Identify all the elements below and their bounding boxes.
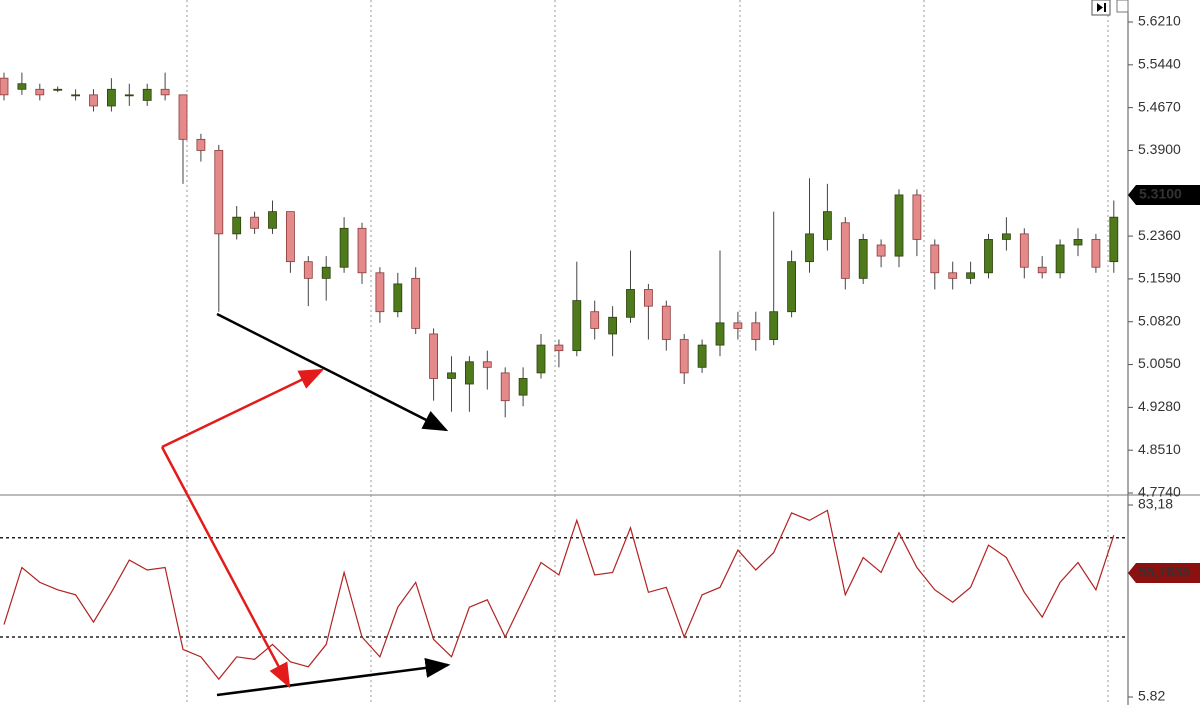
candle-body [966,272,975,279]
candle-body [805,233,814,263]
y-tick-label: 5.0820 [1138,312,1181,328]
candle-body [876,244,886,257]
axis-menu[interactable] [1116,0,1129,13]
candle-body [321,266,331,279]
last-value-box [1128,184,1200,205]
candle-body [53,88,63,91]
candle-body [124,94,134,97]
y-tick-label: 5.2360 [1138,227,1181,243]
candle-body [232,216,242,235]
candle-body [751,322,761,340]
candle-body [1037,266,1047,274]
candle-body [769,311,779,340]
candle-body [429,333,439,379]
candle-body [393,283,403,313]
candle-body [71,94,80,97]
candle-body [375,272,385,313]
annotations [160,312,451,697]
candle-body [984,239,993,274]
candle-body [500,372,510,402]
candle-body [0,77,9,96]
y-tick-label: 5.1590 [1138,270,1181,286]
candle-body [894,194,904,257]
candle-body [250,216,260,229]
candle-body [536,344,546,374]
candle-body [554,344,564,352]
candle-body [447,372,456,379]
candle-body [679,339,689,374]
candle-body [178,94,188,140]
candle-body [411,277,421,329]
candle-body [89,94,98,107]
candle-body [733,322,743,329]
candle-body [268,211,277,229]
y-tick-label: 4.7740 [1138,484,1181,500]
candle-body [572,300,582,352]
y-tick-label: 5.3900 [1138,141,1181,157]
candle-body [1109,216,1119,263]
candle-body [590,311,600,329]
y-tick-label: 83,18 [1138,496,1173,512]
y-tick-label: 5.6210 [1138,13,1181,29]
candle-body [142,88,152,101]
candle-body [1055,244,1065,274]
candle-body [644,289,653,307]
y-tick-label: 4.9280 [1138,398,1181,414]
last-value-box [1128,563,1200,584]
y-tick-label: 5.5440 [1138,56,1181,72]
candle-body [518,378,528,396]
candle-body [196,138,206,151]
y-tick-label: 5.82 [1138,688,1165,704]
candle-body [339,227,349,268]
candle-body [823,211,832,240]
vertical-grid [186,0,1109,705]
candle-body [840,222,850,279]
candle-body [1091,239,1101,268]
candle-body [482,361,492,368]
candle-body [464,361,474,385]
marks: 5.6210 5.5440 5.4670 5.3900 5.2360 5.1590 5.08… [0,13,1200,704]
candle-body [1073,239,1083,246]
scroll-button[interactable] [1091,0,1111,16]
candle-body [661,305,671,340]
candle-body [608,316,617,335]
candle-body [357,227,367,274]
candle-body [160,88,170,96]
candle-body [626,289,635,318]
last-value-label: 55,7635 [1139,564,1190,580]
candle-body [17,83,27,90]
candle-body [948,272,958,279]
y-tick-label: 5.4670 [1138,98,1181,114]
candle-body [858,239,868,279]
candle-body [1019,233,1029,268]
oscillator-line [3,509,1115,681]
y-tick-label: 4.8510 [1138,441,1181,457]
candle-body [303,261,313,279]
candle-body [285,211,295,263]
candle-body [1002,233,1011,240]
last-value-label: 5.3100 [1139,186,1182,202]
candle-body [35,88,45,96]
candle-body [787,261,796,313]
candle-body [697,344,707,368]
candle-body [912,194,922,240]
candle-body [214,150,224,235]
y-tick-label: 5.0050 [1138,355,1181,371]
candle-body [107,88,116,107]
candle-body [715,322,725,346]
candle-body [930,244,940,274]
